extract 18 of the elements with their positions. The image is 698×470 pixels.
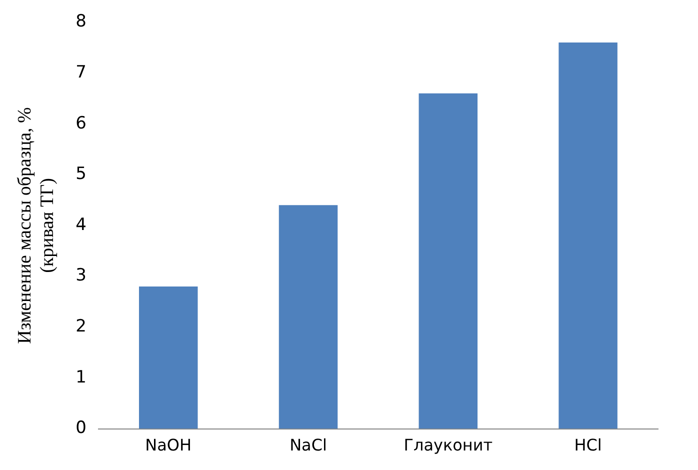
y-tick-label: 5 — [76, 164, 86, 184]
y-axis-title: Изменение массы образца, % (кривая ТГ) — [14, 106, 58, 344]
x-tick-label: HCl — [574, 436, 602, 455]
x-tick-label: Глауконит — [404, 436, 493, 455]
bar — [278, 205, 338, 429]
x-tick-label: NaOH — [145, 436, 192, 455]
y-tick-label: 7 — [76, 62, 86, 82]
y-tick-label: 3 — [76, 266, 86, 286]
y-tick-label: 0 — [76, 418, 86, 438]
y-tick-label: 4 — [76, 214, 86, 235]
y-tick-label: 8 — [76, 12, 86, 32]
x-tick-label: NaCl — [290, 436, 327, 455]
y-tick-label: 2 — [76, 316, 86, 337]
bar — [558, 42, 618, 429]
y-tick-label: 1 — [76, 367, 86, 388]
bar — [418, 93, 478, 429]
y-tick-label: 6 — [76, 113, 86, 134]
bar — [138, 286, 198, 429]
